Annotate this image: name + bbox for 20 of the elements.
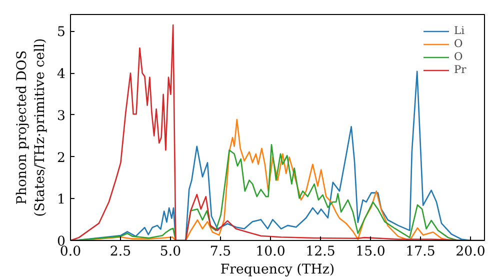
x-tick-label: 17.5 bbox=[406, 244, 436, 260]
x-tick-label: 12.5 bbox=[306, 244, 336, 260]
x-tick-label: 10.0 bbox=[256, 244, 286, 260]
y-tick-label: 5 bbox=[57, 25, 66, 40]
x-tick-label: 5.0 bbox=[160, 244, 182, 260]
y-tick-label: 1 bbox=[57, 192, 66, 208]
legend-label: Pr bbox=[454, 63, 468, 76]
legend-label: Li bbox=[454, 24, 466, 37]
legend-label: O bbox=[454, 37, 464, 50]
y-axis-title: Phonon projected DOS (States/THz·primitive cell) bbox=[15, 38, 48, 217]
legend-label: O bbox=[454, 50, 464, 63]
y-tick-label: 2 bbox=[57, 150, 66, 166]
x-tick-label: 20.0 bbox=[456, 244, 486, 260]
x-tick-label: 2.5 bbox=[110, 244, 132, 260]
x-tick-label: 0.0 bbox=[60, 244, 82, 260]
y-tick-label: 4 bbox=[57, 67, 66, 82]
x-tick-label: 15.0 bbox=[356, 244, 386, 260]
x-tick-label: 7.5 bbox=[210, 244, 232, 260]
y-tick-label: 3 bbox=[57, 108, 66, 124]
x-axis-title: Frequency (THz) bbox=[220, 262, 335, 278]
